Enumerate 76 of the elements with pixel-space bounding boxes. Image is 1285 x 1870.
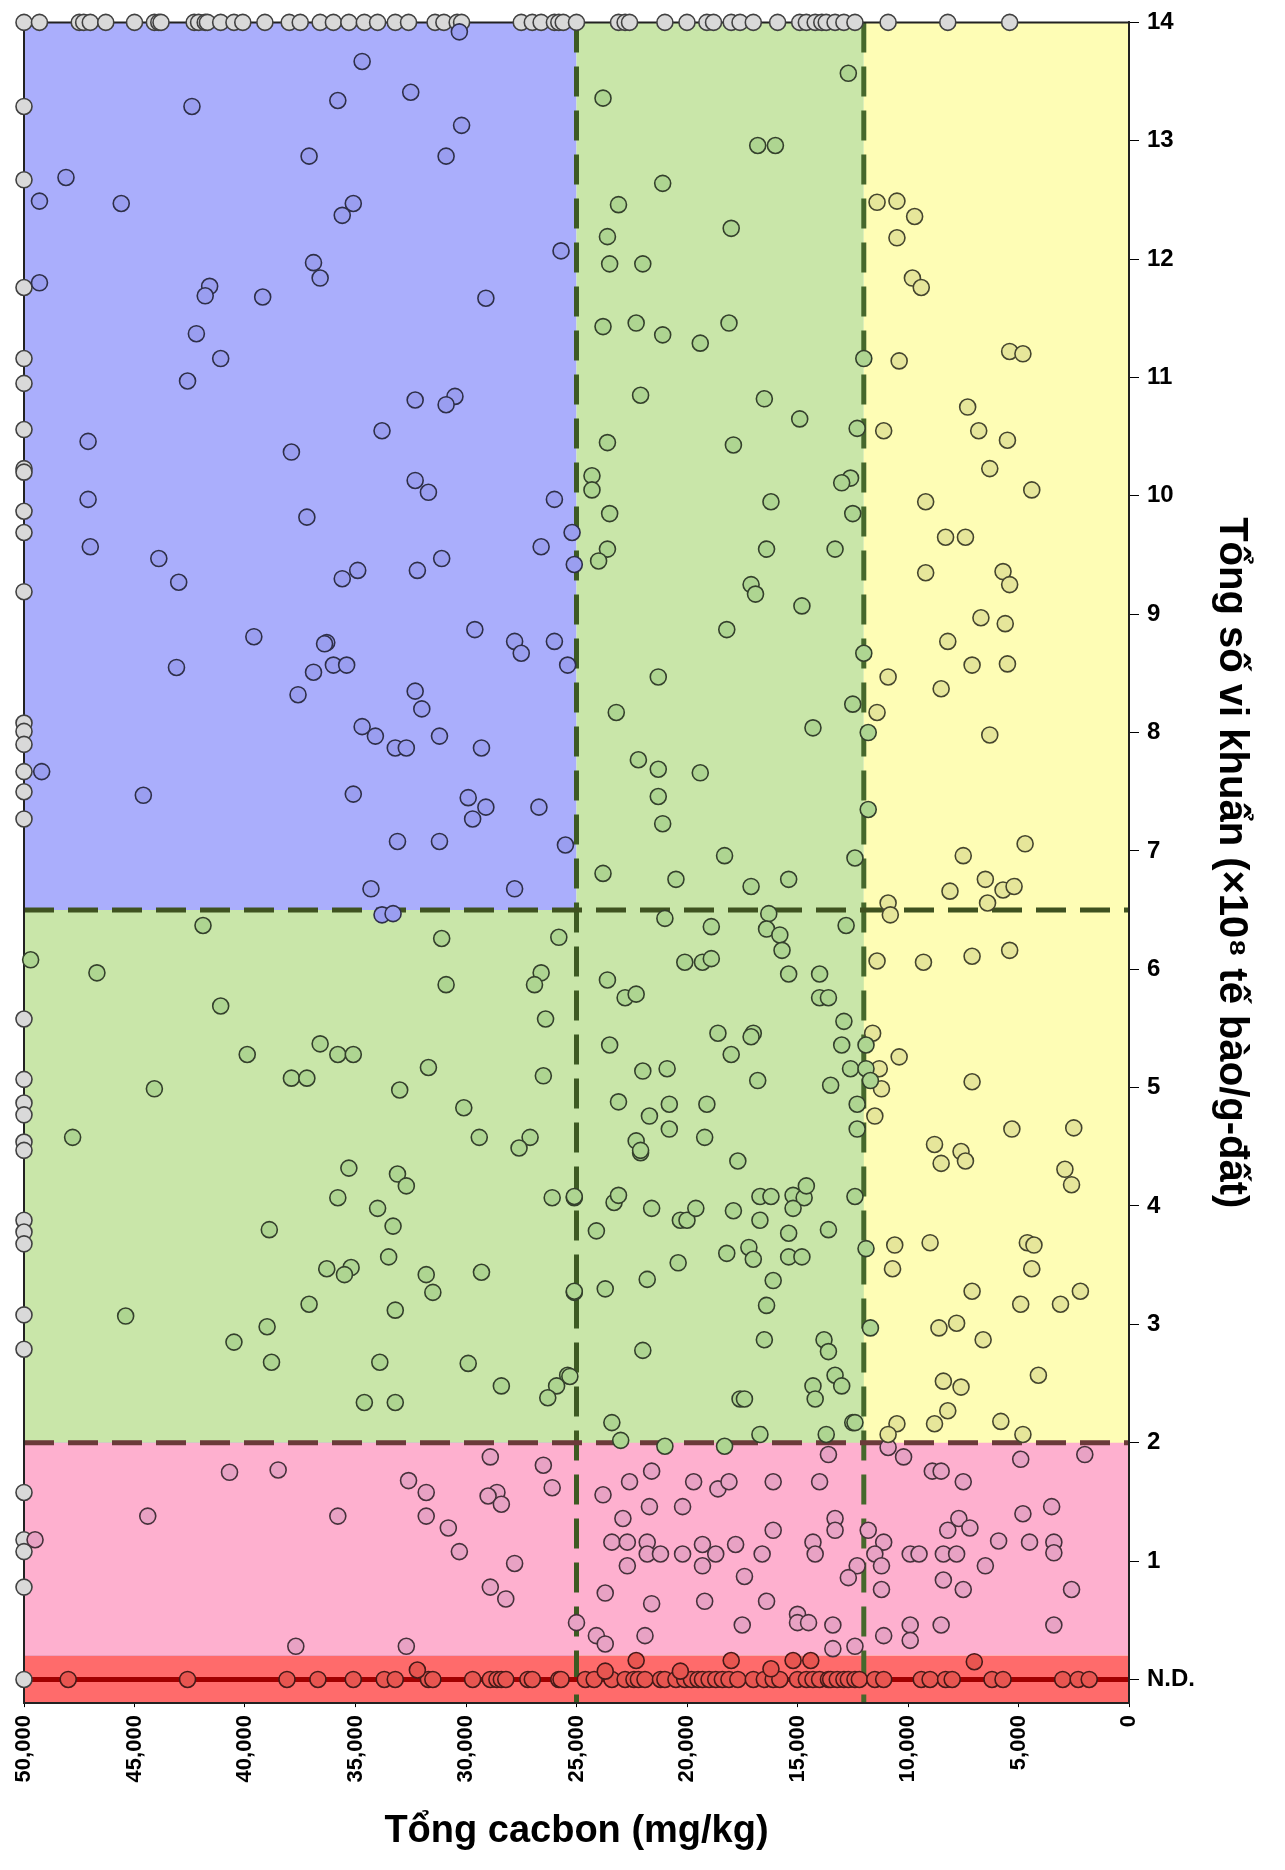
point (15, 1306, 33, 1324)
point (678, 13, 696, 32)
x-axis-title: Tổng cacbon (mg/kg) (384, 1807, 769, 1850)
x-tick-label: 30,000 (452, 1715, 478, 1783)
y-tick-label: 9 (1147, 598, 1161, 626)
y-tick-label: 13 (1147, 125, 1174, 153)
point (15, 349, 33, 368)
point (15, 762, 33, 781)
point (15, 1483, 33, 1502)
point (233, 13, 252, 32)
point (15, 1141, 33, 1160)
point (656, 13, 674, 32)
y-tick-label: 2 (1147, 1427, 1161, 1455)
point (15, 1070, 33, 1089)
point (81, 13, 100, 32)
point (368, 13, 387, 32)
point (30, 13, 49, 32)
point (15, 523, 33, 542)
point (15, 1542, 33, 1561)
point (846, 13, 864, 32)
point (15, 1670, 33, 1689)
point (15, 1235, 33, 1253)
point (15, 420, 33, 439)
point (938, 13, 957, 32)
point (291, 13, 310, 32)
point (15, 463, 33, 481)
x-tick-label: 50,000 (10, 1715, 36, 1783)
point (15, 13, 33, 32)
point (15, 782, 33, 801)
point (768, 13, 787, 32)
point (15, 171, 33, 189)
point (620, 13, 639, 32)
y-tick-label: 8 (1147, 717, 1161, 745)
point (340, 13, 358, 32)
point (704, 13, 723, 32)
point (879, 13, 897, 32)
x-tick-label: 0 (1115, 1715, 1141, 1728)
point (15, 582, 33, 601)
point (15, 1106, 33, 1124)
point (399, 13, 418, 32)
point (15, 810, 33, 828)
y-tick-label: 10 (1147, 480, 1174, 508)
x-tick-label: 10,000 (894, 1715, 920, 1783)
y-tick-label: 4 (1147, 1190, 1161, 1218)
x-tick-label: 40,000 (231, 1715, 257, 1783)
point (15, 735, 33, 754)
point (15, 1578, 33, 1596)
x-tick-label: 20,000 (673, 1715, 699, 1783)
point (15, 97, 33, 116)
x-tick-label: 35,000 (341, 1715, 367, 1783)
point (15, 502, 33, 521)
point (567, 13, 586, 32)
x-tick-label: 5,000 (1004, 1715, 1030, 1771)
y-tick-label: 6 (1147, 953, 1161, 981)
point (256, 13, 274, 32)
point (125, 13, 144, 32)
y-tick-label: 12 (1147, 243, 1174, 271)
point (15, 278, 33, 297)
y-tick-label: 11 (1147, 362, 1173, 390)
y-tick-label: 1 (1147, 1545, 1161, 1573)
y-tick-label: N.D. (1147, 1664, 1195, 1692)
point (744, 13, 763, 32)
point (324, 13, 343, 32)
y-tick-label: 7 (1147, 835, 1161, 863)
point (96, 13, 115, 32)
point (15, 1340, 33, 1359)
x-tick-label: 25,000 (562, 1715, 588, 1783)
point (15, 374, 33, 393)
x-tick-label: 15,000 (783, 1715, 809, 1783)
y-tick-label: 14 (1147, 7, 1175, 35)
y-tick-label: 5 (1147, 1072, 1161, 1100)
y-axis-title: Tổng số vi khuẩn (×10⁸ tế bào/g-đất) (1211, 517, 1256, 1209)
point (1000, 13, 1019, 32)
point (15, 1010, 33, 1028)
x-tick-label: 45,000 (120, 1715, 146, 1783)
y-tick-label: 3 (1147, 1308, 1161, 1336)
